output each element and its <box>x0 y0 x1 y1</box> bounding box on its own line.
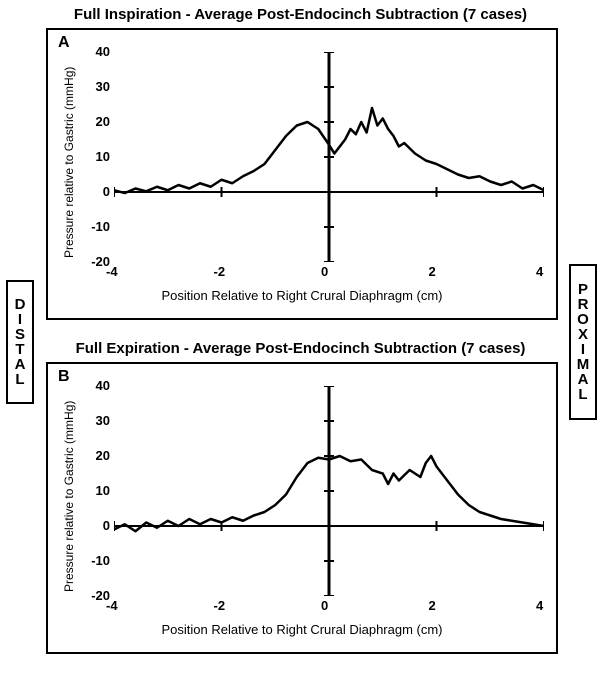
ytick-label: 30 <box>78 413 110 428</box>
ytick-label: -20 <box>78 254 110 269</box>
ytick-label: -20 <box>78 588 110 603</box>
chart-a-panel: A Pressure relative to Gastric (mmHg) -4… <box>46 28 558 320</box>
ytick-label: -10 <box>78 553 110 568</box>
xtick-label: 4 <box>536 598 543 613</box>
ytick-label: -10 <box>78 219 110 234</box>
chart-b-yticks: -20-10010203040 <box>78 386 112 596</box>
chart-b-xlabel: Position Relative to Right Crural Diaphr… <box>48 622 556 637</box>
chart-b-title: Full Expiration - Average Post-Endocinch… <box>0 340 601 357</box>
xtick-label: 0 <box>321 264 328 279</box>
chart-a-yticks: -20-10010203040 <box>78 52 112 262</box>
ytick-label: 30 <box>78 79 110 94</box>
ytick-label: 10 <box>78 483 110 498</box>
xtick-label: 2 <box>429 598 436 613</box>
figure-root: Full Inspiration - Average Post-Endocinc… <box>0 0 601 678</box>
ytick-label: 10 <box>78 149 110 164</box>
chart-b-letter: B <box>58 368 70 386</box>
chart-a-ylabel: Pressure relative to Gastric (mmHg) <box>62 67 76 258</box>
ytick-label: 40 <box>78 378 110 393</box>
chart-a-letter: A <box>58 34 70 52</box>
xtick-label: 0 <box>321 598 328 613</box>
xtick-label: -2 <box>214 264 226 279</box>
ytick-label: 40 <box>78 44 110 59</box>
xtick-label: 4 <box>536 264 543 279</box>
chart-b-ylabel: Pressure relative to Gastric (mmHg) <box>62 401 76 592</box>
chart-a-xlabel: Position Relative to Right Crural Diaphr… <box>48 288 556 303</box>
chart-b-xticks: -4-2024 <box>114 598 544 616</box>
chart-a-plot <box>114 52 544 262</box>
distal-label: DISTAL <box>6 280 34 404</box>
chart-b-plot <box>114 386 544 596</box>
chart-a-title: Full Inspiration - Average Post-Endocinc… <box>0 6 601 23</box>
xtick-label: -2 <box>214 598 226 613</box>
ytick-label: 20 <box>78 448 110 463</box>
chart-b-panel: B Pressure relative to Gastric (mmHg) -4… <box>46 362 558 654</box>
ytick-label: 0 <box>78 184 110 199</box>
proximal-label: PROXIMAL <box>569 264 597 420</box>
chart-a-xticks: -4-2024 <box>114 264 544 282</box>
ytick-label: 20 <box>78 114 110 129</box>
ytick-label: 0 <box>78 518 110 533</box>
xtick-label: 2 <box>429 264 436 279</box>
